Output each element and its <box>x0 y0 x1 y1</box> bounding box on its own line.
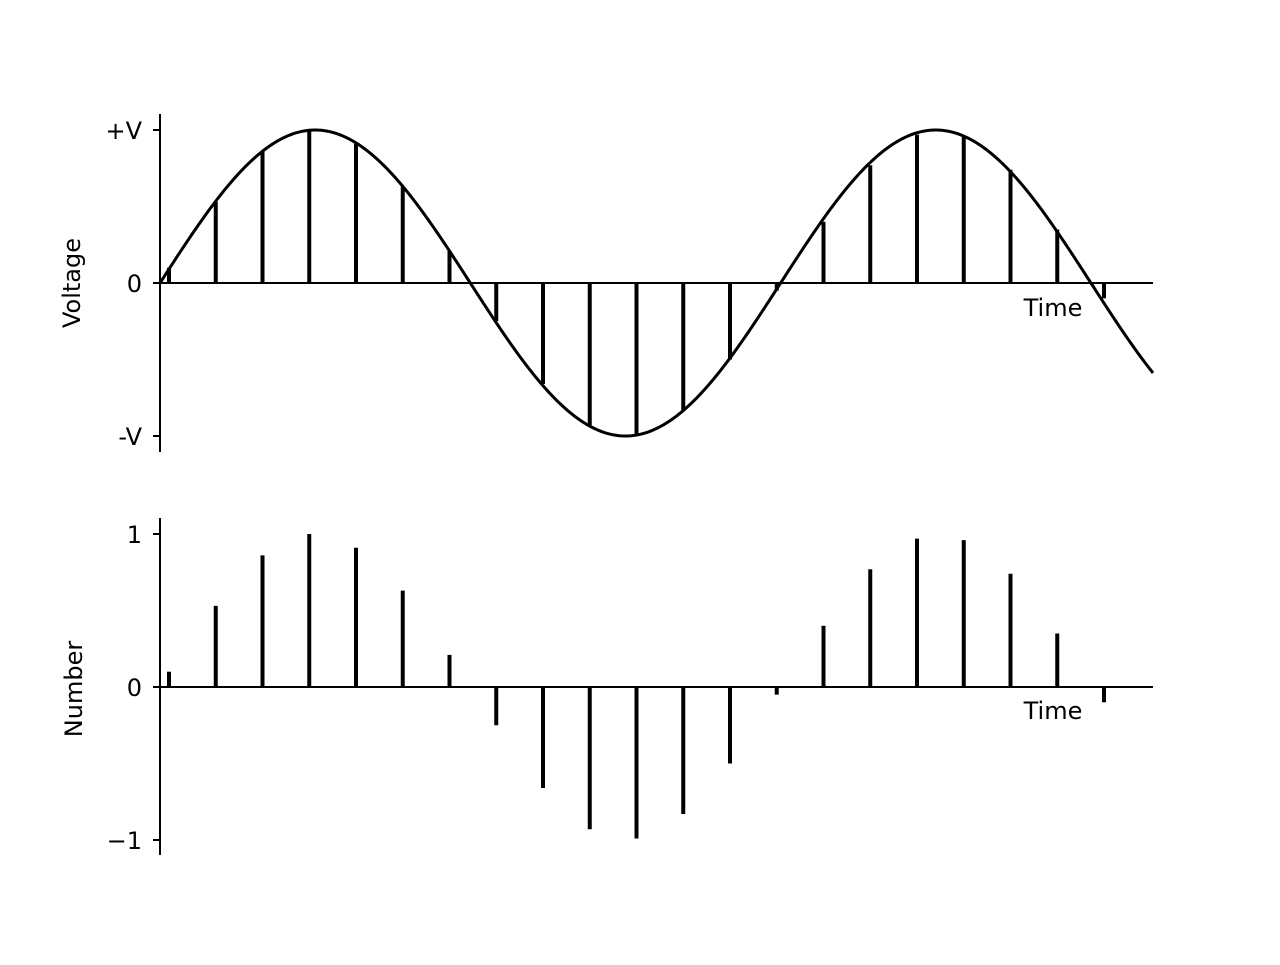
number-x-label: Time <box>1023 697 1083 725</box>
voltage-y-label: Voltage <box>58 238 86 328</box>
y-tick-label: 0 <box>127 674 142 702</box>
y-tick-label: 1 <box>127 521 142 549</box>
voltage-y-ticks: +V 0 -V <box>105 117 160 451</box>
number-y-ticks: 1 0 −1 <box>107 521 160 855</box>
y-tick-label: +V <box>105 117 142 145</box>
number-bars <box>167 534 1106 839</box>
voltage-sine-curve <box>158 128 1155 438</box>
voltage-x-label: Time <box>1023 294 1083 322</box>
y-tick-label: −1 <box>107 827 142 855</box>
number-y-label: Number <box>60 641 88 738</box>
y-tick-label: 0 <box>127 270 142 298</box>
voltage-sample-stems <box>167 130 1106 435</box>
voltage-panel: +V 0 -V Time Voltage <box>58 114 1155 452</box>
y-tick-label: -V <box>118 423 142 451</box>
number-panel: 1 0 −1 Time Number <box>60 518 1153 855</box>
